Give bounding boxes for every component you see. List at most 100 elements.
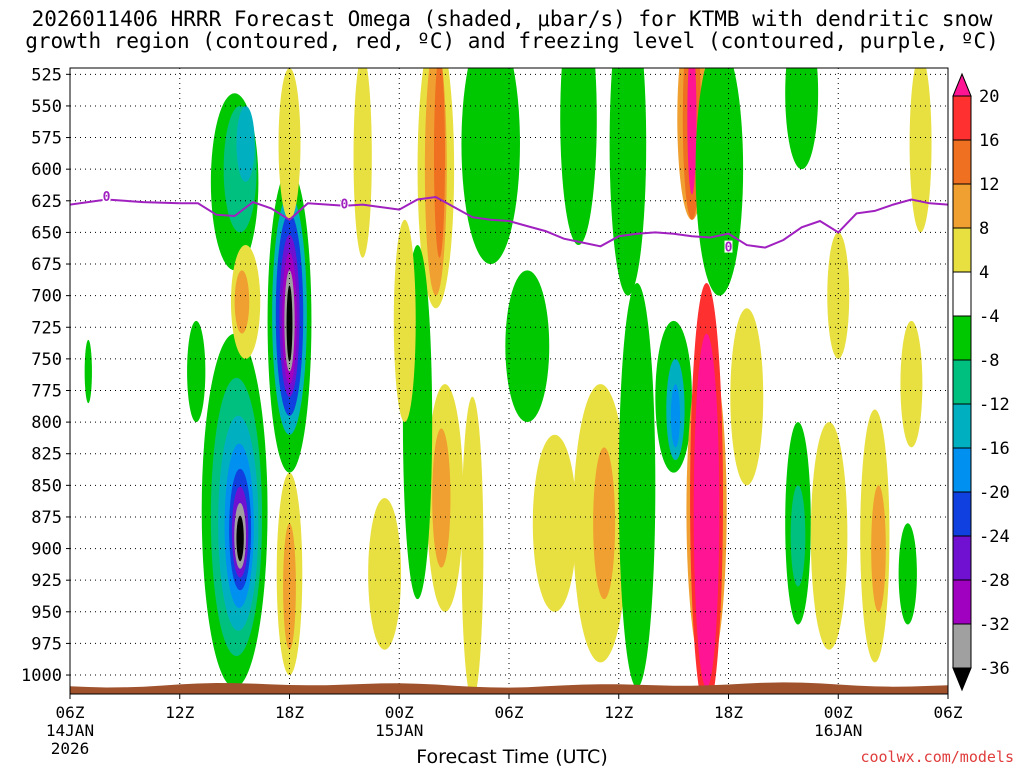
y-tick-label-950: 950 xyxy=(31,603,62,623)
colorbar-label-4: 4 xyxy=(979,263,989,283)
y-tick-label-825: 825 xyxy=(31,445,62,465)
freezing-level-line xyxy=(70,195,948,249)
colorbar-label-10: -24 xyxy=(979,527,1010,547)
omega-region-41 xyxy=(670,384,681,448)
colorbar-label-13: -36 xyxy=(979,659,1010,679)
omega-region-31 xyxy=(461,68,520,264)
colorbar-label-3: 8 xyxy=(979,219,989,239)
colorbar-segment-12 xyxy=(952,579,972,625)
colorbar-label-7: -12 xyxy=(979,395,1010,415)
colorbar-label-0: 20 xyxy=(979,87,999,107)
omega-region-60 xyxy=(393,219,416,423)
x-tick-label-24: 06Z xyxy=(495,703,524,722)
omega-region-10 xyxy=(236,515,244,562)
x-date-label-0: 14JAN xyxy=(46,721,94,740)
y-tick-label-600: 600 xyxy=(31,160,62,180)
x-tick-label-18: 00Z xyxy=(385,703,414,722)
omega-region-19 xyxy=(84,339,92,404)
omega-region-53 xyxy=(810,422,848,650)
omega-region-22 xyxy=(283,523,296,650)
title-line-2: growth region (contoured, red, ºC) and f… xyxy=(25,29,999,53)
omega-region-57 xyxy=(898,523,917,625)
omega-region-2 xyxy=(236,105,255,182)
omega-region-33 xyxy=(532,434,577,612)
colorbar-segment-9 xyxy=(952,447,972,493)
y-tick-label-975: 975 xyxy=(31,634,62,654)
omega-region-38 xyxy=(618,282,656,688)
colorbar-segment-13 xyxy=(952,623,972,669)
y-tick-label-800: 800 xyxy=(31,413,62,433)
y-tick-label-875: 875 xyxy=(31,508,62,528)
y-tick-label-550: 550 xyxy=(31,97,62,117)
omega-region-32 xyxy=(505,270,550,423)
omega-region-59 xyxy=(909,68,932,233)
freezing-label-bg-2 xyxy=(724,240,733,253)
colorbar-segment-3 xyxy=(952,183,972,229)
y-tick-label-750: 750 xyxy=(31,350,62,370)
omega-region-29 xyxy=(432,428,451,568)
omega-region-48 xyxy=(695,68,744,296)
y-tick-label-675: 675 xyxy=(31,255,62,275)
x-date-label-42: 16JAN xyxy=(814,721,862,740)
colorbar-label-6: -8 xyxy=(979,351,999,371)
omega-region-56 xyxy=(871,485,886,612)
freezing-level-label-0: 0 xyxy=(103,190,111,205)
colorbar-segment-5 xyxy=(952,271,972,317)
colorbar-segment-8 xyxy=(952,403,972,449)
omega-region-27 xyxy=(434,68,445,258)
y-tick-label-575: 575 xyxy=(31,129,62,149)
y-tick-label-850: 850 xyxy=(31,476,62,496)
plot-area: 0 0 0 xyxy=(70,68,948,694)
omega-region-61 xyxy=(353,68,372,258)
colorbar-top-triangle xyxy=(952,72,972,97)
colorbar-segment-2 xyxy=(952,139,972,185)
omega-region-37 xyxy=(609,68,647,296)
colorbar-label-1: 16 xyxy=(979,131,999,151)
omega-region-62 xyxy=(368,497,402,650)
omega-region-47 xyxy=(693,333,720,688)
x-tick-label-0: 06Z xyxy=(56,703,85,722)
y-tick-label-650: 650 xyxy=(31,223,62,243)
colorbar-segment-7 xyxy=(952,359,972,405)
x-tick-label-30: 12Z xyxy=(604,703,633,722)
omega-region-44 xyxy=(687,68,697,195)
x-axis-label: Forecast Time (UTC) xyxy=(416,746,608,768)
y-tick-label-775: 775 xyxy=(31,381,62,401)
colorbar-label-8: -16 xyxy=(979,439,1010,459)
omega-region-18 xyxy=(187,320,206,423)
omega-region-24 xyxy=(234,270,250,334)
colorbar-bottom-triangle xyxy=(952,667,972,692)
freezing-level-label-1: 0 xyxy=(340,198,348,213)
omega-region-36 xyxy=(593,447,616,600)
y-tick-label-725: 725 xyxy=(31,318,62,338)
omega-region-52 xyxy=(790,485,806,587)
y-tick-label-900: 900 xyxy=(31,540,62,560)
x-date-label-18: 15JAN xyxy=(375,721,423,740)
x-tick-label-42: 00Z xyxy=(824,703,853,722)
freezing-label-bg-1 xyxy=(340,197,349,210)
colorbar-segment-10 xyxy=(952,491,972,537)
freezing-label-bg-0 xyxy=(102,189,111,202)
y-tick-label-525: 525 xyxy=(31,65,62,85)
x-tick-label-48: 06Z xyxy=(934,703,963,722)
x-tick-label-36: 18Z xyxy=(714,703,743,722)
colorbar-label-9: -20 xyxy=(979,483,1010,503)
credit-text: coolwx.com/models xyxy=(860,748,1014,766)
x-tick-label-6: 12Z xyxy=(165,703,194,722)
colorbar-label-5: -4 xyxy=(979,307,999,327)
omega-region-50 xyxy=(785,68,819,170)
freezing-level-label-2: 0 xyxy=(725,241,733,256)
y-tick-label-925: 925 xyxy=(31,571,62,591)
x-year-label-0: 2026 xyxy=(51,739,90,758)
colorbar-label-12: -32 xyxy=(979,615,1010,635)
omega-region-54 xyxy=(827,232,850,359)
colorbar-segment-6 xyxy=(952,315,972,361)
colorbar-label-11: -28 xyxy=(979,571,1010,591)
x-tick-label-12: 18Z xyxy=(275,703,304,722)
y-tick-label-700: 700 xyxy=(31,287,62,307)
omega-region-58 xyxy=(900,320,923,448)
title-line-1: 2026011406 HRRR Forecast Omega (shaded, … xyxy=(31,7,993,31)
colorbar-segment-1 xyxy=(952,95,972,141)
y-tick-label-625: 625 xyxy=(31,192,62,212)
